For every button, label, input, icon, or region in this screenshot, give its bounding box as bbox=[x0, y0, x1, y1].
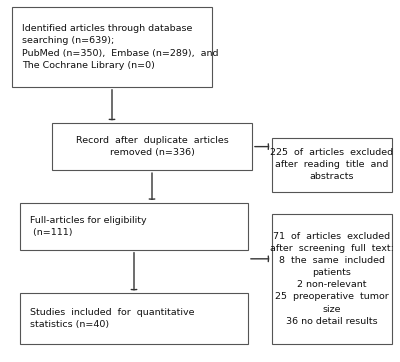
Text: Studies  included  for  quantitative
statistics (n=40): Studies included for quantitative statis… bbox=[30, 308, 194, 329]
FancyBboxPatch shape bbox=[272, 138, 392, 192]
Text: Identified articles through database
searching (n=639);
PubMed (n=350),  Embase : Identified articles through database sea… bbox=[22, 24, 218, 70]
Text: Record  after  duplicate  articles
removed (n=336): Record after duplicate articles removed … bbox=[76, 136, 228, 157]
FancyBboxPatch shape bbox=[272, 214, 392, 344]
Text: 225  of  articles  excluded
after  reading  title  and
abstracts: 225 of articles excluded after reading t… bbox=[270, 148, 394, 181]
FancyBboxPatch shape bbox=[20, 203, 248, 250]
FancyBboxPatch shape bbox=[20, 293, 248, 344]
Text: 71  of  articles  excluded
after  screening  full  text:
8  the  same  included
: 71 of articles excluded after screening … bbox=[270, 232, 394, 326]
Text: Full-articles for eligibility
 (n=111): Full-articles for eligibility (n=111) bbox=[30, 216, 147, 237]
FancyBboxPatch shape bbox=[52, 123, 252, 170]
FancyBboxPatch shape bbox=[12, 7, 212, 87]
